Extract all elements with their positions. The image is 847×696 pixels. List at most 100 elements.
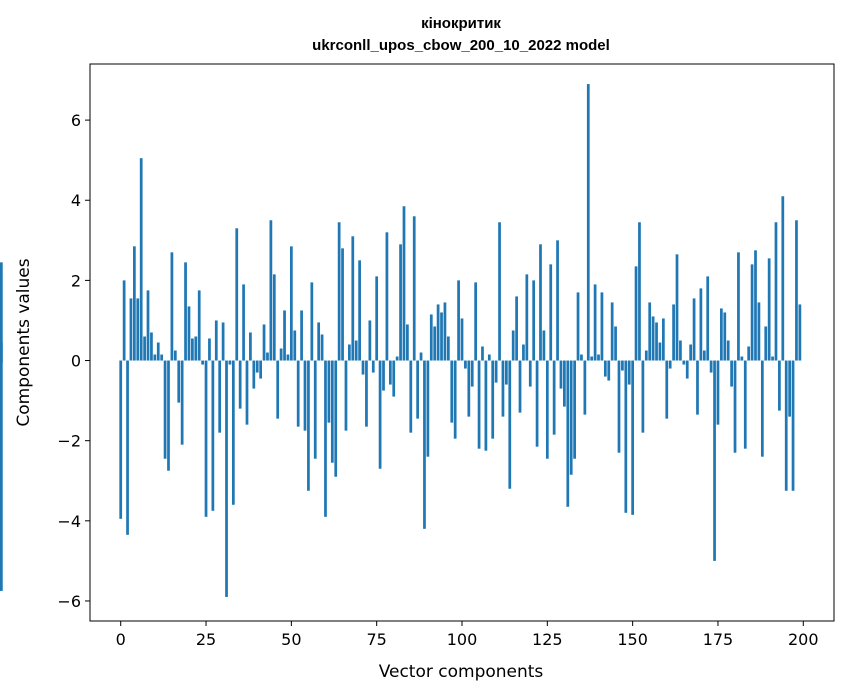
bar [655,322,658,361]
bar [402,206,406,361]
bar [699,288,703,361]
bar [119,360,123,519]
bar [392,360,396,397]
chart-title: кінокритик [421,15,501,32]
bar-series [0,84,802,597]
bar [706,276,710,361]
bar [757,302,761,361]
bar [559,360,563,389]
bar [528,360,532,387]
bar [276,360,280,419]
bar [788,360,791,417]
bar [795,220,798,361]
bar [378,360,382,469]
y-axis-label: Components values [14,258,34,426]
bar [487,354,491,361]
bar [406,324,409,361]
bar [771,356,774,361]
bar [167,360,170,471]
bar [382,360,385,391]
bar [747,346,751,361]
bar [177,360,181,403]
bar [197,290,201,361]
bar [184,262,187,361]
bar [668,360,672,369]
x-tick-label: 100 [447,630,478,649]
bar [436,304,440,361]
bar [129,298,133,361]
bar [218,360,222,433]
bar [470,360,474,387]
bar [665,360,669,419]
bar [586,84,590,361]
bar [122,280,126,361]
bar [259,360,263,379]
x-tick-label: 175 [703,630,734,649]
bar [600,292,604,361]
bar [679,340,682,361]
bar [675,254,679,361]
bar [631,360,635,515]
bar [399,244,402,361]
bar [696,360,699,415]
bar [143,336,146,361]
bar [361,360,365,375]
bar [443,302,447,361]
bar [368,320,372,361]
bar [552,360,556,435]
bar [767,258,771,361]
bar [791,360,795,491]
bar [160,354,164,361]
bar [296,360,300,427]
bar [573,360,576,459]
bar [648,302,652,361]
bar [522,344,525,361]
bar [426,360,430,457]
bar [549,264,553,361]
x-tick-label: 150 [617,630,648,649]
bar [416,360,419,419]
bar [658,342,662,361]
x-axis-label: Vector components [379,662,544,682]
bar [569,360,573,475]
bar [498,222,501,361]
x-tick-label: 75 [366,630,386,649]
bar [348,344,351,361]
bar [583,360,587,415]
bar [607,360,611,381]
bar [409,360,413,433]
bar [163,360,167,459]
bar [603,360,607,377]
bar [204,360,208,517]
bar [505,360,508,385]
y-tick-label: −6 [57,592,81,611]
bar [535,360,539,447]
bar [597,354,600,361]
bar [743,360,747,449]
bar [501,360,505,417]
bar [146,290,150,361]
bar [627,360,631,385]
bar [494,360,498,383]
x-tick-label: 25 [196,630,216,649]
x-tick-label: 0 [116,630,126,649]
bar [464,360,467,369]
bar [272,274,276,361]
bar [0,342,3,361]
bar [457,280,460,361]
bar [252,360,256,389]
bar [467,360,471,417]
bar [208,338,211,361]
bar [279,348,283,361]
y-tick-label: 2 [71,271,81,290]
bar [303,360,307,431]
bar [283,310,286,361]
bar [365,360,368,427]
bar [317,322,321,361]
bar [180,360,184,445]
bar [221,322,225,361]
bar [255,360,259,373]
bar [156,342,160,361]
bar [651,316,655,361]
chart-subtitle: ukrconll_upos_cbow_200_10_2022 model [312,37,610,54]
